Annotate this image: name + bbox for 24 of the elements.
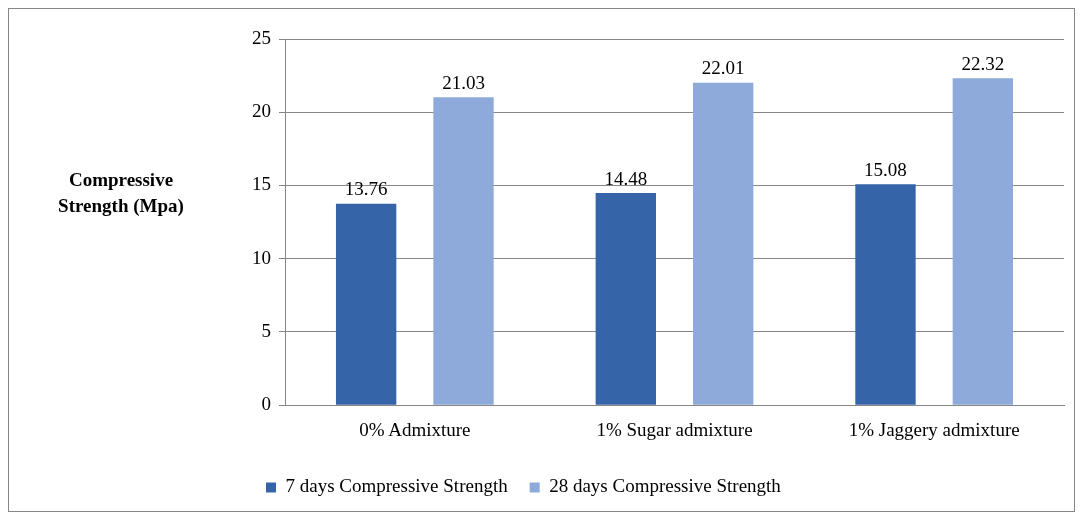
bar	[433, 97, 494, 405]
y-tick-label: 0	[261, 393, 271, 415]
y-tick-label: 25	[252, 26, 271, 48]
data-label: 14.48	[604, 167, 648, 189]
bar	[693, 82, 754, 405]
x-tick-label: 1% Sugar admixture	[596, 418, 753, 440]
legend-label: 7 days Compressive Strength	[285, 475, 509, 497]
y-axis-title: Compressive Strength (Mpa)	[57, 168, 185, 218]
data-label: 22.32	[961, 52, 1005, 74]
x-tick-label: 0% Admixture	[359, 418, 471, 440]
y-tick-label: 10	[252, 246, 271, 268]
y-tick-label: 20	[252, 100, 271, 122]
data-label: 15.08	[864, 158, 907, 180]
bar	[335, 203, 397, 405]
legend-label: 28 days Compressive Strength	[549, 475, 782, 497]
x-tick-label: 1% Jaggery admixture	[848, 418, 1020, 440]
y-tick-label: 15	[252, 173, 271, 195]
bar	[952, 78, 1014, 405]
y-tick-label: 5	[261, 319, 271, 341]
data-label: 13.76	[344, 178, 388, 200]
data-label: 21.03	[442, 71, 485, 93]
bar	[595, 193, 656, 405]
bar	[855, 184, 916, 405]
data-label: 22.01	[701, 57, 745, 79]
